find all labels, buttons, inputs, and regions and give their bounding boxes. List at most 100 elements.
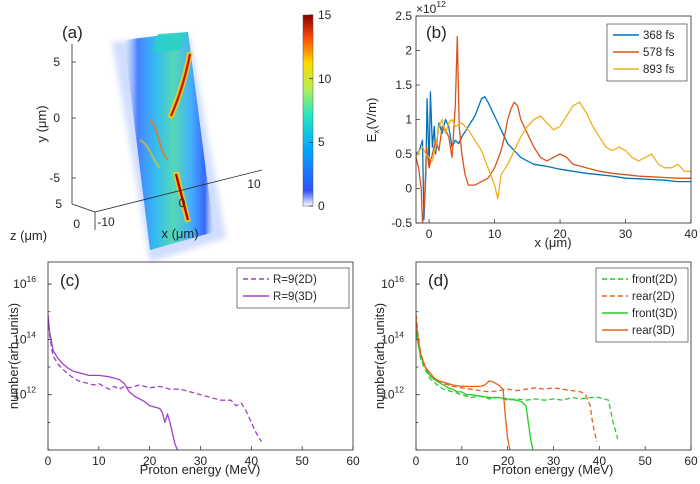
c-legend: R=9(2D) R=9(3D) [236, 267, 350, 309]
c-x-axis-label: Proton energy (MeV) [140, 462, 261, 477]
y-tick-label: -0.5 [391, 216, 412, 230]
x-tick-label: 50 [638, 454, 652, 468]
colorbar-tick-label: 0 [318, 199, 325, 213]
legend-label-front-2d: front(2D) [632, 274, 678, 286]
b-ticks: 0 10 20 30 40 -0.5 0 0.5 1 1.5 2 2.5 [391, 9, 698, 241]
x-tick-label: 40 [245, 454, 259, 468]
z-axis-label: z (μm) [10, 228, 47, 243]
z-axis-3d-left [71, 203, 96, 213]
c-series-lines [48, 314, 263, 450]
streak-lower-core [174, 173, 190, 221]
slab-top-face [152, 32, 188, 52]
colorbar [302, 14, 314, 207]
density-slab [124, 32, 214, 250]
legend-label-r-9-2d: R=9(2D) [273, 274, 317, 286]
x-tick-label: 30 [619, 227, 633, 241]
y-tick-label: 1014 [381, 329, 404, 346]
x-tick-label: 40 [684, 227, 698, 241]
y-tick-label: 5 [53, 55, 60, 69]
x-axis-3d [94, 169, 263, 213]
b-series-lines [416, 36, 691, 223]
y-tick-label: 2 [405, 44, 412, 58]
x-tick-label: -10 [97, 215, 115, 229]
panel-label-b: (b) [426, 23, 447, 42]
d-series-lines [416, 314, 619, 450]
panel-label-c: (c) [60, 271, 80, 290]
b-legend: 368 fs 578 fs 893 fs [606, 23, 688, 82]
panel-label-a: (a) [62, 23, 83, 42]
series-line-front-2d [416, 322, 619, 440]
y-tick-label: 0.5 [395, 147, 412, 161]
x-tick-label: 20 [553, 227, 567, 241]
series-line-893-fs [416, 101, 691, 200]
y-ticks-3d: 5 0 -5 [49, 55, 76, 185]
z-tick-label: 5 [55, 197, 62, 211]
b-plot-frame [415, 15, 692, 224]
y-tick-label: 0 [405, 182, 412, 196]
x-tick-label: 10 [455, 454, 469, 468]
x-tick-label: 20 [501, 454, 515, 468]
y-tick-label: 1.5 [395, 78, 412, 92]
streak-upper-core [169, 53, 192, 117]
series-line-368-fs [416, 91, 691, 221]
legend-label-368-fs: 368 fs [643, 30, 675, 42]
y-tick-label: -5 [49, 171, 60, 185]
c-ticks: 0 10 20 30 40 50 60 1012 1014 1016 [13, 274, 360, 468]
series-line-r-9-3d [48, 314, 179, 450]
series-line-rear-3d [416, 320, 511, 450]
y-tick-label: 1016 [13, 274, 36, 291]
x-tick-label: 60 [346, 454, 360, 468]
b-y-multiplier: ×1012 [416, 0, 446, 16]
b-y-axis-label: Ex(V/m) [364, 98, 381, 143]
d-y-axis-label: number(arb. units) [372, 303, 387, 409]
x-axis-label: x (μm) [161, 226, 198, 241]
d-legend: front(2D) rear(2D) front(3D) rear(3D) [595, 267, 689, 343]
y-tick-label: 1014 [13, 329, 36, 346]
legend-label-r-9-3d: R=9(3D) [273, 291, 317, 303]
legend-label-893-fs: 893 fs [643, 64, 675, 76]
y-tick-label: 1012 [381, 385, 404, 402]
panel-label-d: (d) [428, 271, 449, 290]
z-tick-label: 0 [73, 217, 80, 231]
streak-middle [149, 119, 169, 161]
x-tick-label: 60 [684, 454, 698, 468]
x-tick-label: 30 [547, 454, 561, 468]
x-tick-label: 10 [488, 227, 502, 241]
x-tick-label: 50 [295, 454, 309, 468]
c-plot-frame [47, 261, 354, 451]
legend-label-rear-2d: rear(2D) [632, 291, 675, 303]
streak-middle-2 [139, 139, 161, 169]
panel-c: 0 10 20 30 40 50 60 1012 1014 1016 number(arb. un… [6, 261, 360, 477]
d-x-axis-label: Proton energy (MeV) [493, 462, 614, 477]
x-tick-label: 10 [247, 177, 261, 191]
d-ticks: 0 10 20 30 40 50 60 1012 1014 1016 [381, 274, 698, 468]
y-tick-label: 1 [405, 113, 412, 127]
x-tick-label: 0 [426, 227, 433, 241]
y-tick-label: 1012 [13, 385, 36, 402]
panel-a: 5 0 -5 -10 0 10 5 0 y (μm) z (μm) x (μm)… [10, 8, 332, 262]
panel-b: 0 10 20 30 40-0.500.511.522.5 ×1012 Ex(V/m) … [364, 0, 698, 250]
y-axis-label: y (μm) [34, 105, 49, 142]
x-tick-label: 0 [45, 454, 52, 468]
d-plot-frame [415, 261, 692, 451]
y-tick-label: 2.5 [395, 9, 412, 23]
series-line-front-3d [416, 330, 534, 450]
legend-label-front-3d: front(3D) [632, 308, 678, 320]
x-tick-label: 0 [179, 196, 186, 210]
colorbar-ticks: 15 10 5 0 [309, 8, 332, 213]
x-tick-label: 0 [413, 454, 420, 468]
panel-d: 0 10 20 30 40 50 60 1012 1014 1016 number(arb. un… [372, 261, 698, 477]
z-ticks-3d: 5 0 [55, 197, 80, 231]
colorbar-tick-label: 5 [318, 135, 325, 149]
legend-label-rear-3d: rear(3D) [632, 325, 675, 337]
b-x-axis-label: x (μm) [534, 235, 571, 250]
x-tick-label: 10 [92, 454, 106, 468]
x-tick-label: 30 [194, 454, 208, 468]
c-y-axis-label: number(arb. units) [6, 303, 21, 409]
x-tick-label: 40 [593, 454, 607, 468]
y-tick-label: 0 [53, 111, 60, 125]
x-ticks-3d: -10 0 10 [97, 177, 261, 229]
x-tick-label: 20 [143, 454, 157, 468]
series-line-578-fs [416, 36, 691, 223]
